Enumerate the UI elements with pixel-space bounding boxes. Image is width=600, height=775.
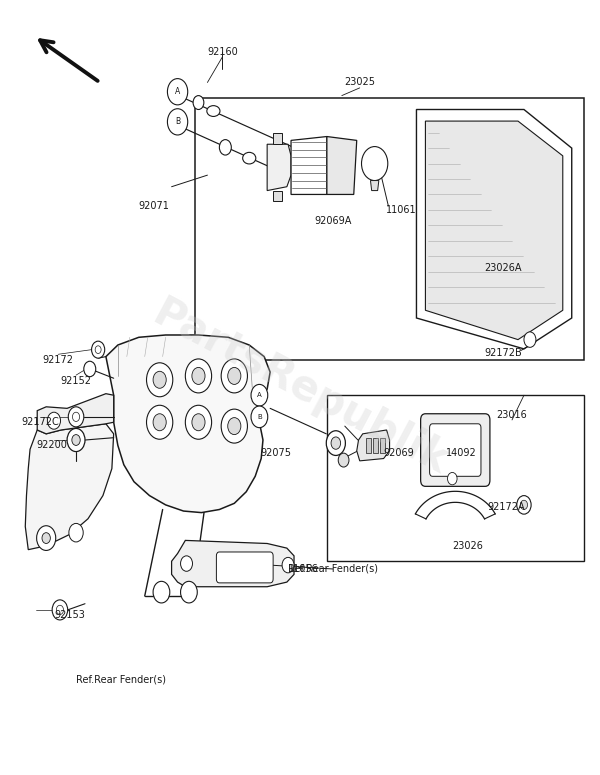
Circle shape <box>67 429 85 452</box>
Polygon shape <box>196 98 584 360</box>
Circle shape <box>338 453 349 467</box>
Text: 92172A: 92172A <box>487 502 525 512</box>
Circle shape <box>146 363 173 397</box>
Polygon shape <box>373 438 378 453</box>
Circle shape <box>167 109 188 135</box>
Polygon shape <box>172 540 294 587</box>
Polygon shape <box>380 438 385 453</box>
FancyBboxPatch shape <box>430 424 481 477</box>
Text: A: A <box>257 392 262 398</box>
Polygon shape <box>425 121 563 339</box>
Circle shape <box>153 581 170 603</box>
Circle shape <box>448 473 457 485</box>
Text: 92172B: 92172B <box>484 348 522 358</box>
Polygon shape <box>370 181 379 191</box>
Text: 14092: 14092 <box>446 448 476 458</box>
Circle shape <box>220 140 232 155</box>
Circle shape <box>84 361 96 377</box>
Circle shape <box>92 341 105 358</box>
Circle shape <box>517 495 531 514</box>
Text: Ref.Rear Fender(s): Ref.Rear Fender(s) <box>76 674 166 684</box>
Circle shape <box>251 384 268 406</box>
Circle shape <box>56 605 64 615</box>
Text: 23026A: 23026A <box>484 263 522 273</box>
Circle shape <box>69 523 83 542</box>
Circle shape <box>167 78 188 105</box>
Circle shape <box>282 557 294 573</box>
Text: 11061: 11061 <box>386 205 417 215</box>
Circle shape <box>326 431 346 456</box>
Text: 23026: 23026 <box>452 541 482 551</box>
Text: 92069: 92069 <box>383 448 414 458</box>
Circle shape <box>72 435 80 446</box>
Polygon shape <box>25 424 113 549</box>
Text: 11056: 11056 <box>287 564 319 574</box>
Polygon shape <box>357 430 389 461</box>
Polygon shape <box>291 136 327 195</box>
Polygon shape <box>37 394 113 434</box>
Text: PartsRepublik: PartsRepublik <box>145 292 455 483</box>
Circle shape <box>228 418 241 435</box>
Circle shape <box>221 409 247 443</box>
Circle shape <box>251 406 268 428</box>
Circle shape <box>37 525 56 550</box>
Text: 92071: 92071 <box>138 201 169 211</box>
FancyBboxPatch shape <box>421 414 490 487</box>
Text: 92200: 92200 <box>37 440 68 450</box>
Circle shape <box>185 359 212 393</box>
Text: 92152: 92152 <box>61 377 92 386</box>
Circle shape <box>181 581 197 603</box>
Circle shape <box>181 556 193 571</box>
Circle shape <box>362 146 388 181</box>
Text: 92153: 92153 <box>55 610 86 620</box>
Circle shape <box>73 412 80 422</box>
Polygon shape <box>273 133 282 144</box>
Text: 23025: 23025 <box>344 78 375 88</box>
Circle shape <box>95 346 101 353</box>
Circle shape <box>331 437 341 450</box>
Circle shape <box>192 367 205 384</box>
Circle shape <box>68 407 84 427</box>
Text: 92075: 92075 <box>260 448 292 458</box>
Ellipse shape <box>242 153 256 164</box>
Text: 92160: 92160 <box>207 46 238 57</box>
Circle shape <box>153 371 166 388</box>
Circle shape <box>228 367 241 384</box>
Text: 92069A: 92069A <box>314 216 352 226</box>
Circle shape <box>221 359 247 393</box>
Circle shape <box>193 95 204 109</box>
Circle shape <box>185 405 212 439</box>
Text: 92172: 92172 <box>43 356 74 366</box>
Polygon shape <box>106 335 270 512</box>
Circle shape <box>192 414 205 431</box>
Polygon shape <box>365 438 371 453</box>
Text: B: B <box>175 117 180 126</box>
Polygon shape <box>267 144 291 191</box>
Text: A: A <box>175 88 180 96</box>
Text: 92172C: 92172C <box>22 417 59 427</box>
Polygon shape <box>327 136 357 195</box>
Polygon shape <box>416 109 572 349</box>
Circle shape <box>47 412 61 429</box>
Text: Ref.Rear Fender(s): Ref.Rear Fender(s) <box>288 564 378 574</box>
Ellipse shape <box>207 105 220 116</box>
Text: 23016: 23016 <box>497 409 527 419</box>
FancyBboxPatch shape <box>217 552 273 583</box>
Circle shape <box>524 332 536 347</box>
Circle shape <box>146 405 173 439</box>
Circle shape <box>153 414 166 431</box>
Circle shape <box>520 500 527 509</box>
Circle shape <box>42 532 50 543</box>
Text: B: B <box>257 414 262 420</box>
Circle shape <box>52 600 68 620</box>
Polygon shape <box>273 191 282 201</box>
Polygon shape <box>327 395 584 561</box>
